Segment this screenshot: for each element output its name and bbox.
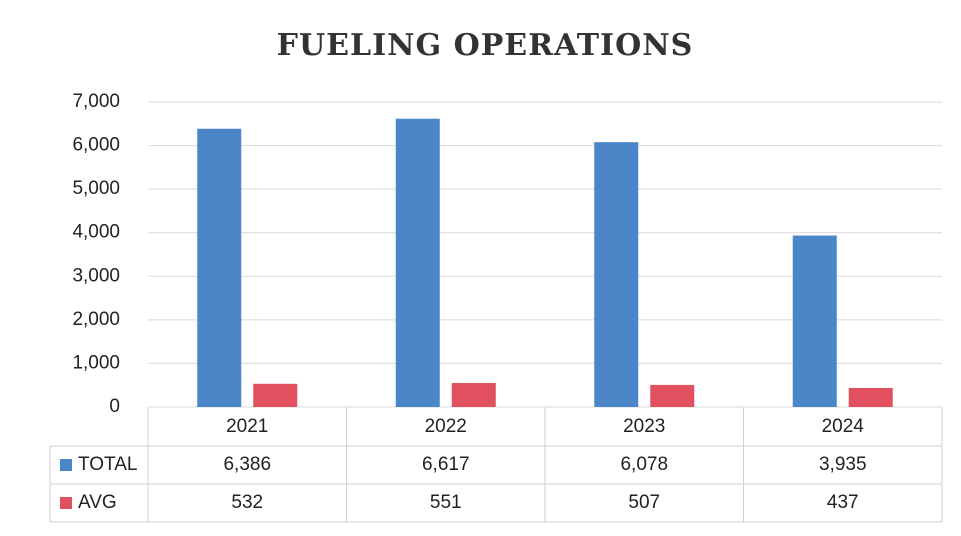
- bar: [848, 387, 893, 407]
- legend-label: TOTAL: [78, 454, 137, 475]
- table-cell: 6,078: [620, 454, 668, 475]
- legend-swatch: [60, 459, 72, 471]
- x-tick-label: 2022: [425, 416, 467, 437]
- y-tick-label: 1,000: [72, 352, 120, 373]
- x-tick-label: 2023: [623, 416, 665, 437]
- bar: [792, 235, 837, 407]
- bar: [594, 142, 639, 407]
- bar: [197, 128, 242, 407]
- chart-title: FUELING OPERATIONS: [277, 28, 694, 63]
- y-tick-label: 0: [109, 396, 120, 417]
- table-cell: 3,935: [819, 454, 867, 475]
- legend-label: AVG: [78, 492, 117, 513]
- table-cell: 507: [628, 492, 660, 513]
- y-tick-label: 4,000: [72, 222, 120, 243]
- table-cell: 6,386: [223, 454, 271, 475]
- table-cell: 532: [231, 492, 263, 513]
- bar: [650, 384, 695, 407]
- x-tick-label: 2021: [226, 416, 268, 437]
- y-tick-label: 3,000: [72, 265, 120, 286]
- table-cell: 437: [827, 492, 859, 513]
- bar: [395, 118, 440, 407]
- y-tick-label: 7,000: [72, 91, 120, 112]
- y-tick-label: 5,000: [72, 178, 120, 199]
- table-cell: 6,617: [422, 454, 470, 475]
- x-tick-label: 2024: [822, 416, 865, 437]
- y-tick-label: 6,000: [72, 135, 120, 156]
- bar: [253, 383, 298, 407]
- y-tick-label: 2,000: [72, 309, 120, 330]
- legend-swatch: [60, 497, 72, 509]
- table-cell: 551: [430, 492, 462, 513]
- bar: [451, 382, 496, 407]
